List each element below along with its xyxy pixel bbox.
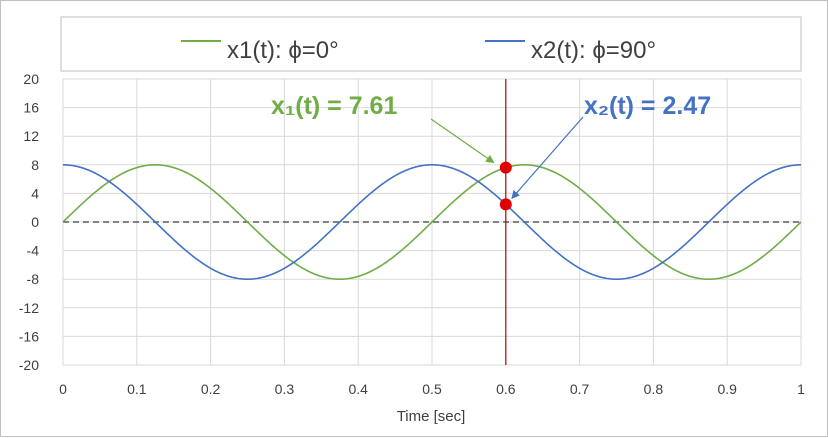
series-line-1 xyxy=(62,163,802,281)
y-tick-label: 0 xyxy=(31,214,39,230)
y-tick-label: -12 xyxy=(19,300,39,316)
series-line-2 xyxy=(62,163,802,281)
y-tick-label: 12 xyxy=(23,128,39,144)
x-tick-label: 0 xyxy=(59,381,67,397)
x-axis-title: Time [sec] xyxy=(397,408,466,425)
x-axis-ticks: 0 0.1 0.2 0.3 0.4 0.5 0.6 0.7 0.8 0.9 1 xyxy=(59,381,805,397)
legend-label-1: x1(t): ϕ=0° xyxy=(227,37,339,64)
x-tick-label: 0.2 xyxy=(201,381,221,397)
x-tick-label: 0.6 xyxy=(496,381,516,397)
x-tick-label: 0.3 xyxy=(275,381,295,397)
data-point-1 xyxy=(499,161,512,174)
legend: x1(t): ϕ=0° x2(t): ϕ=90° xyxy=(60,16,802,72)
y-tick-label: 16 xyxy=(23,100,39,116)
y-tick-label: -4 xyxy=(27,243,40,259)
y-axis-ticks: 20 16 12 8 4 0 -4 -8 -12 -16 -20 xyxy=(19,71,39,373)
annotation-arrow-2 xyxy=(511,116,584,199)
x-tick-label: 0.5 xyxy=(422,381,442,397)
annotation-arrow-1 xyxy=(430,118,495,164)
annotation-2: x₂(t) = 2.47 xyxy=(584,92,711,120)
x-tick-label: 0.9 xyxy=(717,381,737,397)
y-tick-label: 4 xyxy=(31,185,39,201)
x-tick-label: 0.7 xyxy=(570,381,590,397)
annotation-1: x₁(t) = 7.61 xyxy=(271,92,397,120)
y-tick-label: -8 xyxy=(27,271,40,287)
overlay-layer: x₁(t) = 7.61 x₂(t) = 2.47 xyxy=(271,79,711,365)
x-tick-label: 1 xyxy=(797,381,805,397)
series-layer xyxy=(62,163,802,281)
y-tick-label: 8 xyxy=(31,157,39,173)
x-tick-label: 0.1 xyxy=(127,381,147,397)
data-point-2 xyxy=(499,198,512,211)
x-tick-label: 0.4 xyxy=(348,381,368,397)
x-tick-label: 0.8 xyxy=(644,381,664,397)
legend-box xyxy=(60,16,802,72)
legend-label-2: x2(t): ϕ=90° xyxy=(531,37,656,64)
y-tick-label: 20 xyxy=(23,71,39,87)
y-tick-label: -20 xyxy=(19,357,39,373)
y-tick-label: -16 xyxy=(19,328,39,344)
